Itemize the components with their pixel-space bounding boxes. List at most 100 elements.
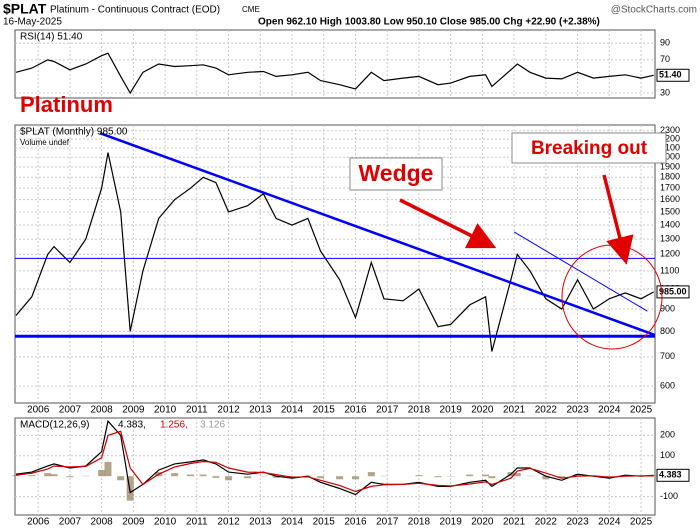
histogram-bar bbox=[199, 474, 207, 477]
histogram-bar bbox=[212, 476, 220, 478]
y-tick-label: 200 bbox=[660, 430, 675, 440]
y-tick-label: -100 bbox=[660, 491, 678, 501]
last-value-badge bbox=[656, 68, 690, 82]
x-tick-label: 2014 bbox=[281, 405, 304, 416]
x-tick-label: 2020 bbox=[471, 405, 494, 416]
x-tick-label: 2022 bbox=[535, 405, 558, 416]
histogram-bar bbox=[542, 476, 550, 480]
x-tick-label: 2022 bbox=[535, 517, 558, 528]
legend: 4.383, bbox=[118, 420, 146, 431]
x-tick-label: 2006 bbox=[27, 517, 50, 528]
x-tick-label: 2023 bbox=[566, 517, 589, 528]
x-tick-label: 2020 bbox=[471, 517, 494, 528]
y-tick-label: 100 bbox=[660, 450, 675, 460]
y-tick-label: 2300 bbox=[660, 125, 680, 135]
x-tick-label: 2012 bbox=[217, 517, 240, 528]
histogram-bar bbox=[434, 476, 442, 478]
y-tick-label: 1400 bbox=[660, 219, 680, 229]
x-tick-label: 2018 bbox=[408, 517, 431, 528]
histogram-bar bbox=[104, 461, 112, 477]
y-tick-label: 1600 bbox=[660, 194, 680, 204]
x-tick-label: 2016 bbox=[344, 517, 367, 528]
histogram-bar bbox=[244, 476, 252, 479]
y-tick-label: 800 bbox=[660, 326, 675, 336]
date: 16-May-2025 bbox=[3, 17, 62, 28]
series-line bbox=[15, 152, 654, 352]
x-tick-label: 2006 bbox=[27, 405, 50, 416]
arrow bbox=[399, 198, 497, 249]
y-tick-label: 1900 bbox=[660, 161, 680, 171]
symbol: $PLAT bbox=[3, 1, 47, 17]
x-tick-label: 2023 bbox=[566, 405, 589, 416]
x-tick-label: 2015 bbox=[313, 405, 336, 416]
legend: 3.126 bbox=[200, 420, 225, 431]
y-tick-label: 1800 bbox=[660, 172, 680, 182]
legend: $PLAT (Monthly) 985.00 bbox=[20, 127, 128, 138]
chart-title: Platinum bbox=[20, 92, 113, 117]
histogram-bar bbox=[50, 474, 58, 477]
y-tick-label: 1700 bbox=[660, 183, 680, 193]
arrow bbox=[602, 174, 634, 265]
x-tick-label: 2013 bbox=[249, 405, 272, 416]
x-tick-label: 2024 bbox=[598, 405, 621, 416]
histogram-bar bbox=[171, 473, 179, 477]
x-tick-label: 2008 bbox=[90, 517, 113, 528]
last-value-label: 51.40 bbox=[659, 70, 682, 80]
histogram-bar bbox=[66, 476, 74, 478]
annotation-box bbox=[349, 157, 443, 191]
histogram-bar bbox=[225, 476, 233, 481]
quote: Open 962.10 High 1003.80 Low 950.10 Clos… bbox=[258, 17, 600, 28]
source: @StockCharts.com bbox=[611, 5, 697, 16]
histogram-bar bbox=[186, 474, 194, 477]
x-tick-label: 2021 bbox=[503, 405, 526, 416]
histogram-bar bbox=[488, 476, 496, 479]
x-tick-label: 2016 bbox=[344, 405, 367, 416]
histogram-bar bbox=[336, 476, 344, 480]
y-tick-label: 30 bbox=[660, 87, 670, 97]
y-tick-label: 1200 bbox=[660, 249, 680, 259]
series-line bbox=[15, 430, 654, 493]
histogram-bar bbox=[351, 476, 359, 480]
x-tick-label: 2009 bbox=[122, 517, 145, 528]
y-tick-label: 700 bbox=[660, 351, 675, 361]
histogram-bar bbox=[44, 473, 52, 477]
y-tick-label: 1100 bbox=[660, 265, 679, 275]
last-value-label: 985.00 bbox=[659, 286, 687, 296]
y-tick-label: 70 bbox=[660, 54, 670, 64]
x-tick-label: 2011 bbox=[186, 517, 208, 528]
annotation: Breaking out bbox=[531, 138, 648, 159]
x-tick-label: 2007 bbox=[59, 405, 82, 416]
legend: Volume undef bbox=[20, 138, 70, 147]
highlight-circle bbox=[561, 244, 663, 350]
x-tick-label: 2010 bbox=[154, 517, 177, 528]
last-value-badge bbox=[656, 285, 690, 299]
trendline bbox=[513, 231, 648, 312]
last-value-label: 4.383 bbox=[659, 470, 682, 480]
x-tick-label: 2025 bbox=[630, 517, 653, 528]
x-tick-label: 2015 bbox=[313, 517, 336, 528]
x-tick-label: 2021 bbox=[503, 517, 526, 528]
x-tick-label: 2017 bbox=[376, 517, 399, 528]
x-tick-label: 2011 bbox=[186, 405, 208, 416]
x-tick-label: 2009 bbox=[122, 405, 145, 416]
x-tick-label: 2025 bbox=[630, 405, 653, 416]
y-tick-label: 2000 bbox=[660, 152, 680, 162]
histogram-bar bbox=[482, 474, 490, 477]
x-tick-label: 2010 bbox=[154, 405, 177, 416]
histogram-bar bbox=[317, 476, 325, 479]
y-tick-label: 90 bbox=[660, 38, 670, 48]
x-tick-label: 2008 bbox=[90, 405, 113, 416]
legend: MACD(12,26,9) bbox=[20, 420, 89, 431]
instrument-name: Platinum - Continuous Contract (EOD) bbox=[50, 5, 220, 16]
last-value-badge bbox=[656, 468, 690, 482]
histogram-bar bbox=[117, 476, 125, 481]
legend: 1.256, bbox=[160, 420, 188, 431]
histogram-bar bbox=[367, 472, 375, 477]
histogram-bar bbox=[28, 475, 36, 477]
y-tick-label: 2100 bbox=[660, 142, 680, 152]
x-tick-label: 2007 bbox=[59, 517, 82, 528]
histogram-bar bbox=[558, 476, 566, 479]
y-tick-label: 1500 bbox=[660, 206, 680, 216]
y-tick-label: 2200 bbox=[660, 134, 680, 144]
